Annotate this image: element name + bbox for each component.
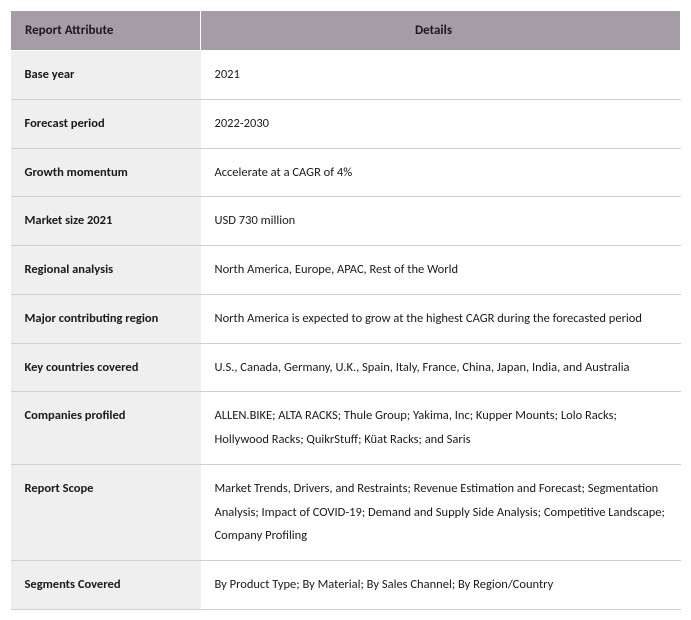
table-row: Base year 2021 [11, 51, 681, 100]
attr-cell: Growth momentum [11, 148, 201, 197]
val-cell: USD 730 million [201, 197, 681, 246]
col-header-details: Details [201, 11, 681, 51]
attr-cell: Base year [11, 51, 201, 100]
attr-cell: Key countries covered [11, 343, 201, 392]
val-cell: 2021 [201, 51, 681, 100]
val-cell: 2022-2030 [201, 99, 681, 148]
table-header-row: Report Attribute Details [11, 11, 681, 51]
table-row: Growth momentum Accelerate at a CAGR of … [11, 148, 681, 197]
attr-cell: Segments Covered [11, 561, 201, 610]
table-row: Report Scope Market Trends, Drivers, and… [11, 464, 681, 560]
table-row: Regional analysis North America, Europe,… [11, 246, 681, 295]
attr-cell: Forecast period [11, 99, 201, 148]
attr-cell: Report Scope [11, 464, 201, 560]
table-row: Segments Covered By Product Type; By Mat… [11, 561, 681, 610]
val-cell: U.S., Canada, Germany, U.K., Spain, Ital… [201, 343, 681, 392]
attr-cell: Companies profiled [11, 392, 201, 465]
val-cell: ALLEN.BIKE; ALTA RACKS; Thule Group; Yak… [201, 392, 681, 465]
val-cell: By Product Type; By Material; By Sales C… [201, 561, 681, 610]
table-row: Forecast period 2022-2030 [11, 99, 681, 148]
val-cell: North America, Europe, APAC, Rest of the… [201, 246, 681, 295]
col-header-attribute: Report Attribute [11, 11, 201, 51]
attr-cell: Market size 2021 [11, 197, 201, 246]
val-cell: North America is expected to grow at the… [201, 294, 681, 343]
table-row: Key countries covered U.S., Canada, Germ… [11, 343, 681, 392]
table-row: Major contributing region North America … [11, 294, 681, 343]
val-cell: Market Trends, Drivers, and Restraints; … [201, 464, 681, 560]
report-attributes-table: Report Attribute Details Base year 2021 … [10, 10, 681, 610]
attr-cell: Regional analysis [11, 246, 201, 295]
attr-cell: Major contributing region [11, 294, 201, 343]
table-row: Companies profiled ALLEN.BIKE; ALTA RACK… [11, 392, 681, 465]
table-row: Market size 2021 USD 730 million [11, 197, 681, 246]
val-cell: Accelerate at a CAGR of 4% [201, 148, 681, 197]
